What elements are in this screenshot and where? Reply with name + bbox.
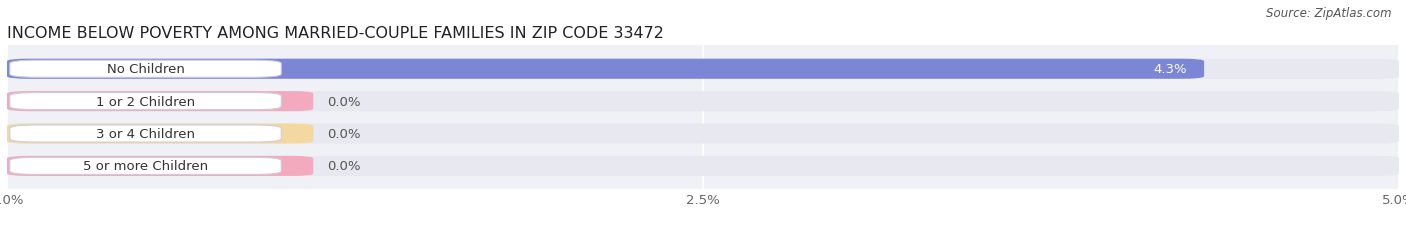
- FancyBboxPatch shape: [10, 93, 281, 110]
- Text: No Children: No Children: [107, 63, 184, 76]
- Text: 1 or 2 Children: 1 or 2 Children: [96, 95, 195, 108]
- Text: 0.0%: 0.0%: [328, 95, 361, 108]
- Text: INCOME BELOW POVERTY AMONG MARRIED-COUPLE FAMILIES IN ZIP CODE 33472: INCOME BELOW POVERTY AMONG MARRIED-COUPL…: [7, 26, 664, 41]
- Text: 0.0%: 0.0%: [328, 128, 361, 140]
- FancyBboxPatch shape: [7, 59, 1204, 79]
- FancyBboxPatch shape: [7, 124, 1399, 144]
- FancyBboxPatch shape: [7, 92, 314, 112]
- FancyBboxPatch shape: [7, 156, 314, 176]
- FancyBboxPatch shape: [7, 124, 314, 144]
- Text: 0.0%: 0.0%: [328, 160, 361, 173]
- FancyBboxPatch shape: [7, 156, 1399, 176]
- Text: 4.3%: 4.3%: [1154, 63, 1188, 76]
- FancyBboxPatch shape: [7, 92, 1399, 112]
- FancyBboxPatch shape: [10, 125, 281, 143]
- Text: 3 or 4 Children: 3 or 4 Children: [96, 128, 195, 140]
- FancyBboxPatch shape: [7, 59, 1399, 79]
- Text: Source: ZipAtlas.com: Source: ZipAtlas.com: [1267, 7, 1392, 20]
- Text: 5 or more Children: 5 or more Children: [83, 160, 208, 173]
- FancyBboxPatch shape: [10, 158, 281, 175]
- FancyBboxPatch shape: [10, 61, 281, 78]
